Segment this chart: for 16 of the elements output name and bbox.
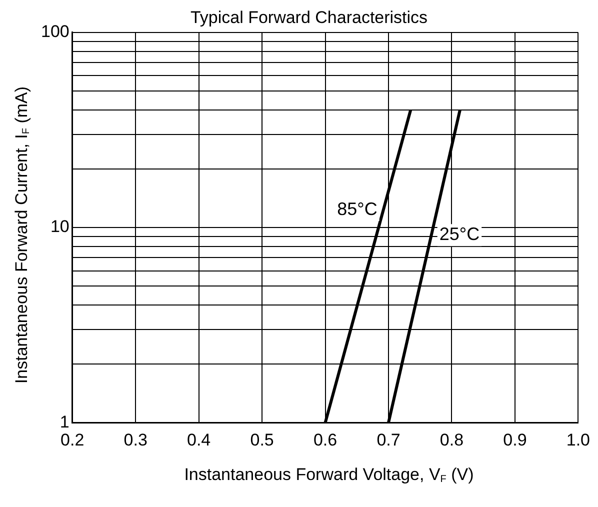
x-tick-label: 0.6 — [313, 430, 338, 450]
y-tick-label: 100 — [40, 22, 70, 42]
x-tick-label: 0.3 — [124, 430, 148, 450]
y-tick-label: 10 — [50, 217, 70, 236]
x-tick-label: 0.9 — [503, 430, 527, 450]
x-tick-label: 0.7 — [376, 430, 400, 450]
x-tick-label: 0.8 — [440, 430, 464, 450]
x-tick-label: 0.2 — [60, 430, 84, 450]
y-tick-label: 1 — [60, 412, 70, 432]
x-tick-label: 1.0 — [566, 430, 590, 450]
x-tick-label: 0.5 — [250, 430, 274, 450]
x-tick-label: 0.4 — [187, 430, 211, 450]
chart-title: Typical Forward Characteristics — [190, 8, 428, 27]
series-label: 25°C — [439, 224, 480, 244]
series-label: 85°C — [337, 199, 378, 220]
x-axis-title: Instantaneous Forward Voltage, V$_{F}$ (V) — [183, 465, 475, 485]
